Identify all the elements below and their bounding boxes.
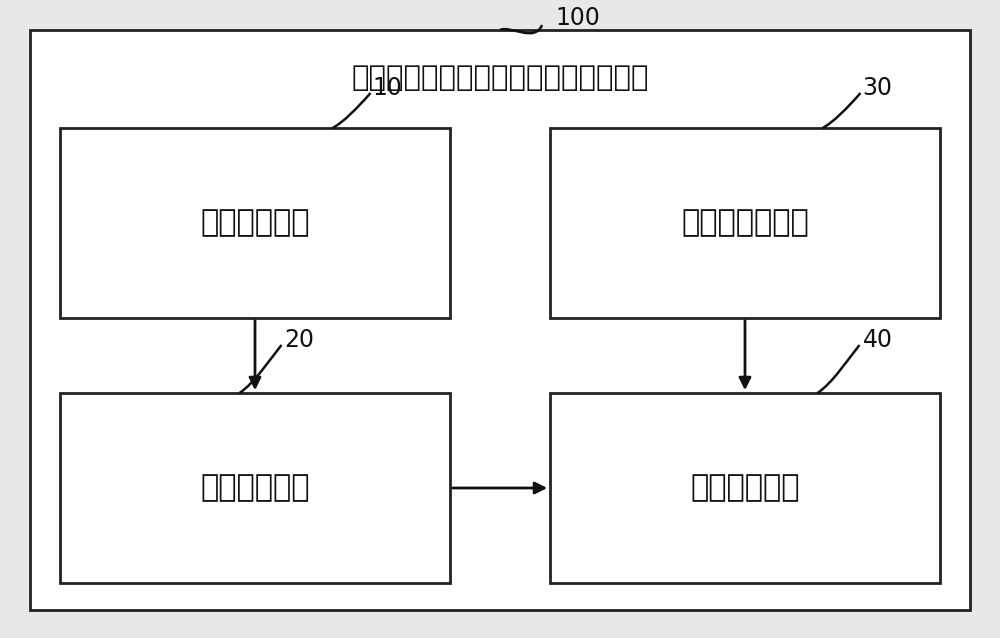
Text: 100: 100 [555, 6, 600, 30]
FancyBboxPatch shape [550, 393, 940, 583]
Text: 20: 20 [285, 328, 314, 352]
Text: 第一分割模块: 第一分割模块 [200, 209, 310, 237]
FancyBboxPatch shape [30, 30, 970, 610]
Text: 从腹部图像数据中自动分割骨骼的系统: 从腹部图像数据中自动分割骨骼的系统 [351, 64, 649, 92]
FancyBboxPatch shape [60, 128, 450, 318]
Text: 数据修改模块: 数据修改模块 [200, 473, 310, 503]
Text: 10: 10 [372, 76, 402, 100]
Text: 第二分割模块: 第二分割模块 [690, 473, 800, 503]
FancyBboxPatch shape [60, 393, 450, 583]
Text: 种子点选取模块: 种子点选取模块 [681, 209, 809, 237]
Text: 30: 30 [863, 76, 893, 100]
FancyBboxPatch shape [550, 128, 940, 318]
Text: 40: 40 [863, 328, 893, 352]
